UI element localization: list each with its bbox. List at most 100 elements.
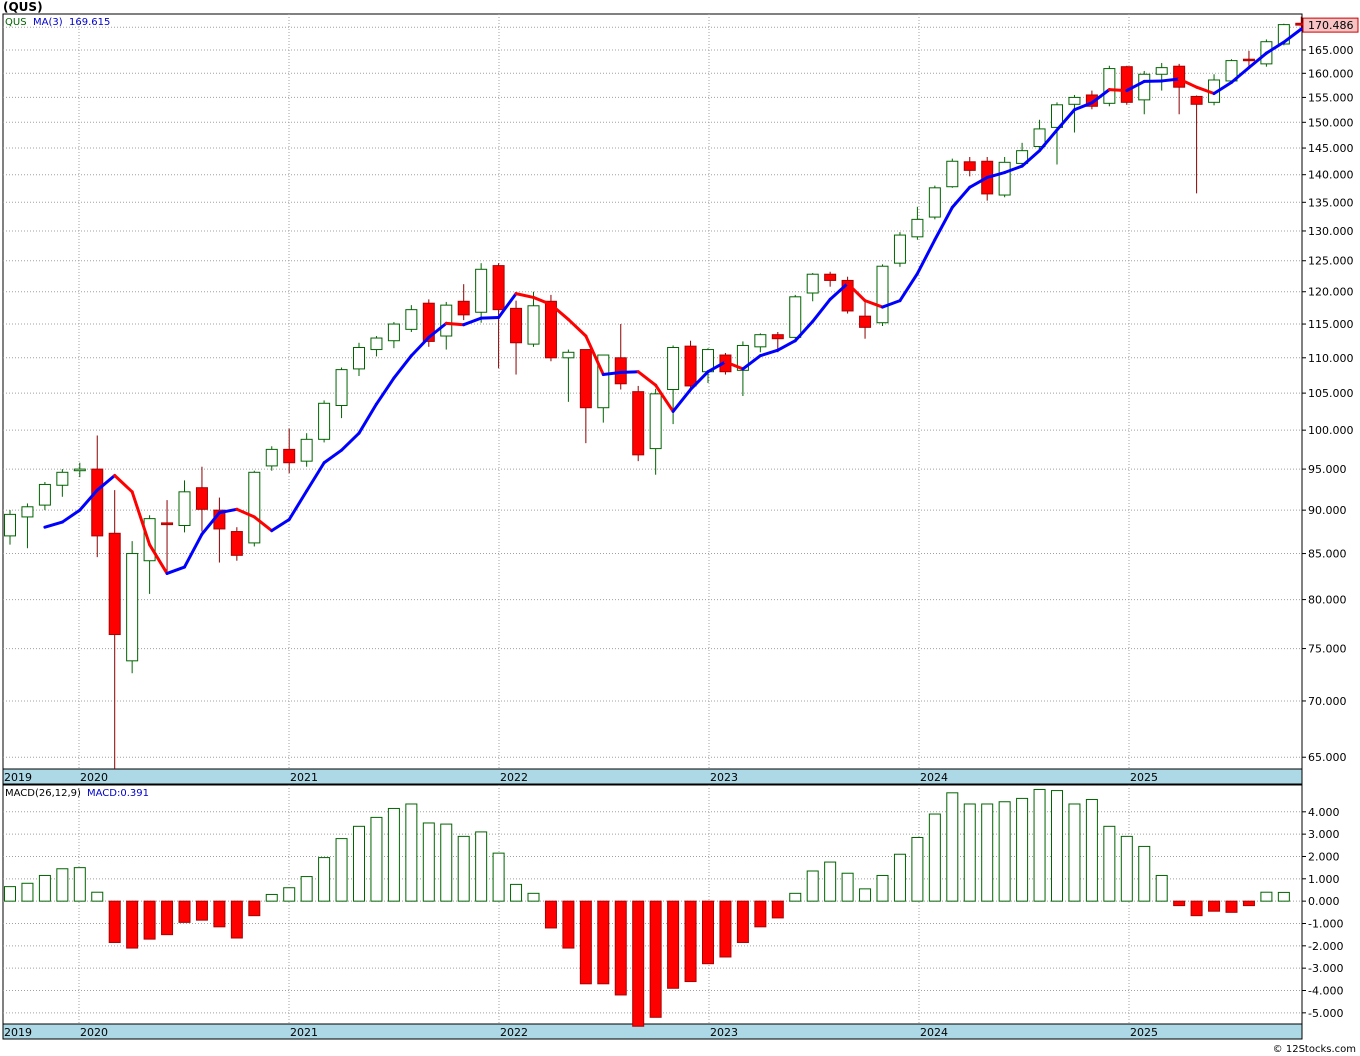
candle-body bbox=[126, 553, 139, 662]
candle-body bbox=[928, 187, 941, 218]
macd-bar bbox=[510, 883, 523, 902]
macd-tick-label: 4.000 bbox=[1308, 806, 1340, 819]
candle-body bbox=[911, 218, 924, 238]
macd-bar bbox=[1138, 845, 1151, 902]
candle-body bbox=[510, 307, 523, 344]
macd-bar bbox=[265, 893, 278, 902]
candle-body bbox=[544, 300, 557, 359]
macd-bar bbox=[562, 900, 575, 949]
candle-body bbox=[1103, 68, 1116, 104]
ma-segment bbox=[532, 295, 553, 306]
legend-symbol: QUS bbox=[5, 17, 27, 28]
ma-segment bbox=[287, 489, 309, 521]
candle-body bbox=[1173, 65, 1186, 88]
price-tick-label: 85.000 bbox=[1308, 548, 1347, 561]
price-tick-label: 120.000 bbox=[1308, 286, 1354, 299]
macd-bar bbox=[21, 882, 34, 902]
candle-body bbox=[998, 161, 1011, 196]
ma-segment bbox=[113, 474, 134, 494]
ma-segment bbox=[270, 517, 291, 533]
macd-bar bbox=[1260, 891, 1273, 902]
macd-bar bbox=[1085, 799, 1098, 902]
x-tick-label: 2021 bbox=[290, 1026, 318, 1039]
macd-bar bbox=[283, 887, 296, 902]
macd-bar bbox=[981, 803, 994, 902]
credit-text: © 12Stocks.com bbox=[1272, 1044, 1356, 1055]
candle-body bbox=[1085, 94, 1098, 107]
macd-bar bbox=[632, 900, 645, 1027]
macd-tick-label: -5.000 bbox=[1308, 1007, 1343, 1020]
macd-bar bbox=[998, 801, 1011, 902]
macd-bar bbox=[859, 888, 872, 902]
ma-segment bbox=[758, 348, 780, 358]
candle-body bbox=[1155, 67, 1168, 75]
candle-body bbox=[230, 531, 243, 556]
candle-body bbox=[876, 265, 889, 324]
candle-body bbox=[1277, 24, 1290, 45]
ma-segment bbox=[741, 354, 762, 371]
legend-ma-value: 169.615 bbox=[69, 17, 110, 28]
ma-segment bbox=[985, 171, 1007, 179]
ma-segment bbox=[340, 431, 361, 452]
ma-segment bbox=[671, 388, 693, 413]
macd-bar bbox=[213, 900, 226, 928]
macd-bar bbox=[108, 900, 121, 943]
candle-body bbox=[859, 315, 872, 328]
candle-body bbox=[38, 483, 51, 506]
candle-body bbox=[492, 265, 505, 311]
macd-bar bbox=[667, 900, 680, 989]
x-tick-label: 2024 bbox=[920, 1026, 948, 1039]
ma-segment bbox=[1177, 77, 1199, 89]
macd-bar bbox=[318, 857, 331, 902]
price-tick-label: 110.000 bbox=[1308, 352, 1354, 365]
ma-segment bbox=[968, 175, 989, 189]
candle-body bbox=[56, 471, 69, 486]
ma-segment bbox=[619, 370, 640, 374]
macd-legend-value: MACD:0.391 bbox=[87, 788, 149, 799]
candle-body bbox=[440, 304, 453, 337]
ma-segment bbox=[130, 490, 152, 547]
macd-bar bbox=[946, 792, 959, 902]
macd-bar bbox=[38, 874, 51, 902]
ma-segment bbox=[217, 507, 239, 515]
price-tick-label: 115.000 bbox=[1308, 318, 1354, 331]
macd-bar bbox=[4, 886, 16, 902]
macd-bar bbox=[143, 900, 156, 940]
candle-body bbox=[754, 334, 767, 348]
candle-body bbox=[1242, 58, 1255, 62]
price-date-band bbox=[2, 768, 1303, 785]
ma-segment bbox=[148, 543, 169, 575]
macd-tick-label: 1.000 bbox=[1308, 873, 1340, 886]
macd-bar bbox=[806, 870, 819, 902]
x-tick-label: 2023 bbox=[710, 771, 738, 784]
candle-body bbox=[161, 522, 174, 526]
candle-body bbox=[1016, 150, 1029, 164]
ma-segment bbox=[1282, 27, 1303, 44]
macd-bar bbox=[789, 892, 802, 902]
candle-body bbox=[824, 273, 837, 281]
macd-bar bbox=[1173, 900, 1186, 907]
ma-segment bbox=[1107, 88, 1129, 93]
macd-bar bbox=[1051, 790, 1063, 902]
ma-segment bbox=[549, 302, 570, 321]
ma-segment bbox=[828, 282, 850, 301]
macd-bar bbox=[335, 838, 348, 902]
macd-tick-label: -4.000 bbox=[1308, 984, 1343, 997]
ma-segment bbox=[636, 370, 658, 387]
ma-segment bbox=[165, 565, 186, 575]
ma-segment bbox=[427, 321, 448, 339]
candle-body bbox=[562, 351, 575, 359]
macd-bar bbox=[736, 900, 749, 943]
macd-date-band bbox=[2, 1023, 1303, 1040]
candle-body bbox=[963, 161, 976, 171]
candle-body bbox=[195, 487, 208, 510]
candle-body bbox=[335, 369, 348, 407]
macd-bar bbox=[300, 876, 313, 902]
price-tick-label: 130.000 bbox=[1308, 225, 1354, 238]
candle-body bbox=[806, 273, 819, 294]
macd-bar bbox=[370, 816, 383, 902]
ma-segment bbox=[357, 402, 378, 435]
ma-segment bbox=[409, 335, 431, 358]
macd-bar bbox=[771, 900, 784, 919]
